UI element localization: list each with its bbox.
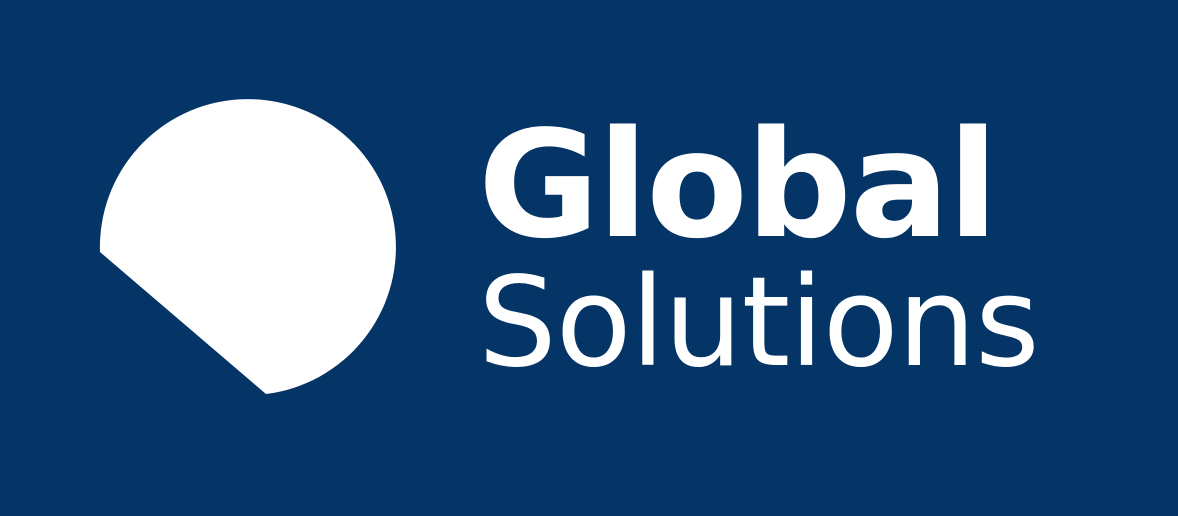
logo-mark-shape: [99, 99, 396, 394]
brand-name-line1: Global: [478, 99, 998, 271]
brand-name-line2: Solutions: [478, 251, 1040, 395]
brand-wordmark: Global Solutions: [478, 99, 1040, 395]
